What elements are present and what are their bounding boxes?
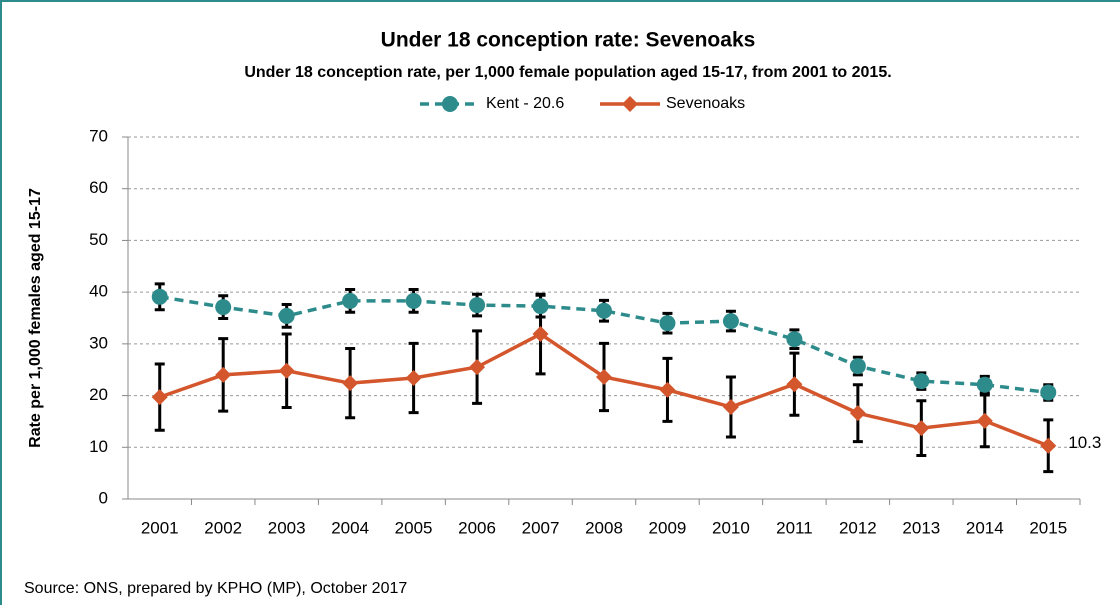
point: [786, 331, 803, 348]
point: [659, 381, 676, 398]
point: [442, 96, 458, 112]
x-tick-label: 2006: [458, 518, 496, 537]
x-tick-label: 2013: [902, 518, 940, 537]
chart-title: Under 18 conception rate: Sevenoaks: [381, 29, 756, 52]
point: [622, 96, 638, 112]
point: [532, 326, 549, 343]
y-axis-label: Rate per 1,000 females aged 15-17: [27, 188, 44, 448]
x-tick-label: 2005: [395, 518, 433, 537]
point: [722, 398, 739, 415]
y-tick-label: 20: [89, 385, 108, 404]
point: [469, 359, 486, 376]
point: [596, 302, 612, 319]
point: [722, 313, 739, 330]
point: [1040, 437, 1057, 454]
series-line: [159, 295, 1049, 395]
point: [849, 358, 866, 375]
y-tick-label: 40: [89, 282, 108, 301]
point: [151, 288, 168, 305]
point: [976, 412, 993, 429]
x-tick-label: 2015: [1029, 518, 1067, 537]
point: [596, 368, 612, 385]
chart-subtitle: Under 18 conception rate, per 1,000 fema…: [244, 64, 891, 81]
y-tick-label: 60: [89, 178, 108, 197]
point: [215, 299, 232, 316]
data-label: 10.3: [1068, 433, 1101, 452]
point: [405, 292, 422, 309]
point: [342, 292, 359, 309]
x-tick-label: 2009: [649, 518, 687, 537]
source-note: Source: ONS, prepared by KPHO (MP), Octo…: [24, 580, 407, 597]
x-tick-label: 2007: [522, 518, 560, 537]
y-tick-label: 0: [99, 488, 108, 507]
point: [342, 375, 359, 392]
x-tick-label: 2008: [585, 518, 623, 537]
point: [405, 369, 422, 386]
y-tick-label: 70: [89, 126, 108, 145]
legend-label: Kent - 20.6: [486, 95, 564, 112]
point: [469, 297, 486, 314]
point: [659, 315, 676, 332]
point: [786, 376, 803, 393]
point: [1040, 384, 1057, 401]
point: [278, 307, 295, 324]
x-tick-label: 2011: [776, 518, 813, 537]
point: [151, 389, 168, 406]
x-tick-label: 2014: [966, 518, 1004, 537]
y-tick-label: 50: [89, 230, 108, 249]
point: [849, 405, 866, 422]
point: [913, 420, 930, 437]
point: [215, 366, 232, 383]
point: [278, 362, 295, 379]
y-tick-label: 30: [89, 333, 108, 352]
x-tick-label: 2010: [712, 518, 750, 537]
y-tick-label: 10: [89, 437, 108, 456]
point: [913, 373, 930, 390]
x-tick-label: 2001: [141, 518, 179, 537]
x-tick-label: 2002: [204, 518, 242, 537]
x-tick-label: 2003: [268, 518, 306, 537]
point: [532, 298, 549, 315]
x-tick-label: 2012: [839, 518, 877, 537]
x-tick-label: 2004: [331, 518, 369, 537]
legend-label: Sevenoaks: [666, 95, 745, 112]
point: [976, 376, 993, 393]
